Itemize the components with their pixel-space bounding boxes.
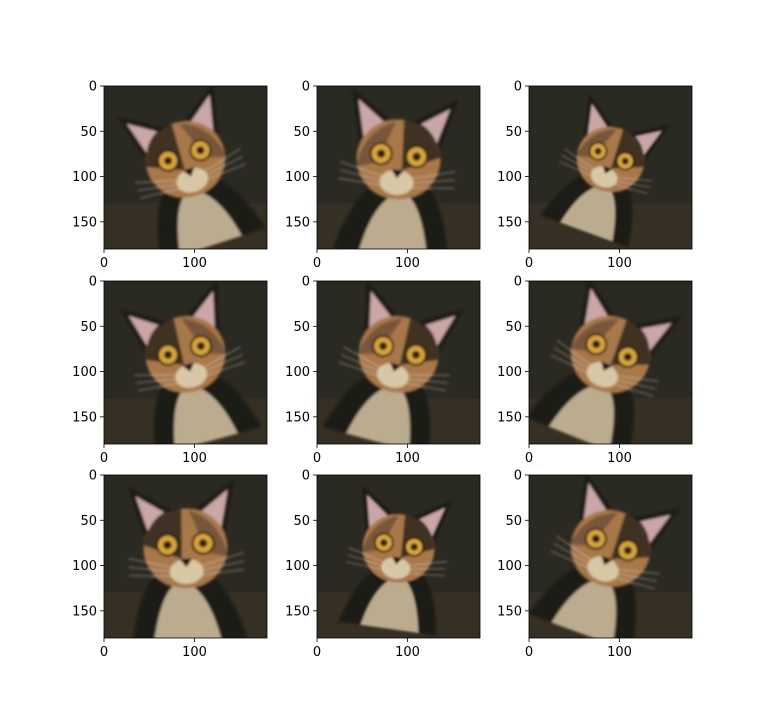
panel-image — [528, 469, 692, 651]
y-tick-label: 0 — [302, 275, 310, 290]
x-tick-label: 100 — [395, 645, 420, 660]
x-tick-label: 0 — [525, 256, 533, 271]
panel-9: 0 100 0 50 100 150 — [497, 469, 692, 661]
x-tick-label: 0 — [100, 256, 108, 271]
y-tick-label: 50 — [505, 514, 522, 529]
y-tick-label: 100 — [497, 170, 522, 185]
y-tick-label: 50 — [293, 514, 310, 529]
y-tick-label: 0 — [302, 80, 310, 95]
panel-image — [526, 274, 692, 458]
x-tick-label: 100 — [607, 451, 632, 466]
x-tick-label: 0 — [313, 645, 321, 660]
panel-4: 0 100 0 50 100 150 — [72, 275, 267, 467]
panel-image — [104, 278, 267, 455]
y-tick-label: 0 — [302, 469, 310, 484]
x-tick-label: 100 — [607, 645, 632, 660]
x-tick-label: 0 — [525, 451, 533, 466]
panel-image — [104, 81, 267, 261]
x-tick-label: 100 — [182, 256, 207, 271]
panel-3: 0 100 0 50 100 150 — [497, 80, 692, 272]
y-tick-label: 100 — [285, 365, 310, 380]
y-tick-label: 100 — [72, 559, 97, 574]
x-tick-label: 0 — [313, 256, 321, 271]
y-tick-label: 50 — [293, 125, 310, 140]
panel-5: 0 100 0 50 100 150 — [285, 275, 480, 467]
x-tick-label: 100 — [395, 451, 420, 466]
y-tick-label: 0 — [89, 275, 97, 290]
y-tick-label: 50 — [80, 514, 97, 529]
y-tick-label: 150 — [72, 215, 97, 230]
x-tick-label: 100 — [607, 256, 632, 271]
panel-8: 0 100 0 50 100 150 — [285, 469, 480, 661]
y-tick-label: 150 — [285, 604, 310, 619]
y-tick-label: 0 — [514, 469, 522, 484]
y-tick-label: 150 — [285, 410, 310, 425]
y-tick-label: 150 — [72, 604, 97, 619]
y-tick-label: 150 — [497, 604, 522, 619]
y-tick-label: 100 — [72, 365, 97, 380]
x-tick-label: 0 — [313, 451, 321, 466]
y-tick-label: 100 — [497, 559, 522, 574]
y-tick-label: 150 — [285, 215, 310, 230]
y-tick-label: 0 — [89, 80, 97, 95]
y-tick-label: 100 — [285, 170, 310, 185]
y-tick-label: 50 — [505, 125, 522, 140]
panel-image — [317, 278, 480, 455]
panel-7: 0 100 0 50 100 150 — [72, 469, 267, 661]
panel-image — [104, 475, 267, 646]
y-tick-label: 0 — [514, 275, 522, 290]
y-tick-label: 100 — [285, 559, 310, 574]
x-tick-label: 0 — [100, 451, 108, 466]
y-tick-label: 50 — [293, 320, 310, 335]
x-tick-label: 100 — [182, 645, 207, 660]
y-tick-label: 150 — [72, 410, 97, 425]
y-tick-label: 0 — [514, 80, 522, 95]
y-tick-label: 0 — [89, 469, 97, 484]
panel-2: 0 100 0 50 100 150 — [285, 80, 480, 272]
x-tick-label: 100 — [395, 256, 420, 271]
panel-1: 0 100 0 50 100 150 — [72, 80, 267, 272]
panel-image — [317, 475, 480, 638]
y-tick-label: 150 — [497, 215, 522, 230]
x-tick-label: 0 — [100, 645, 108, 660]
y-tick-label: 50 — [505, 320, 522, 335]
panel-image — [317, 86, 480, 259]
y-tick-label: 50 — [80, 125, 97, 140]
y-tick-label: 100 — [72, 170, 97, 185]
y-tick-label: 50 — [80, 320, 97, 335]
y-tick-label: 100 — [497, 365, 522, 380]
y-tick-label: 150 — [497, 410, 522, 425]
x-tick-label: 0 — [525, 645, 533, 660]
panel-image — [529, 86, 692, 249]
x-tick-label: 100 — [182, 451, 207, 466]
panel-6: 0 100 0 50 100 150 — [497, 274, 692, 466]
